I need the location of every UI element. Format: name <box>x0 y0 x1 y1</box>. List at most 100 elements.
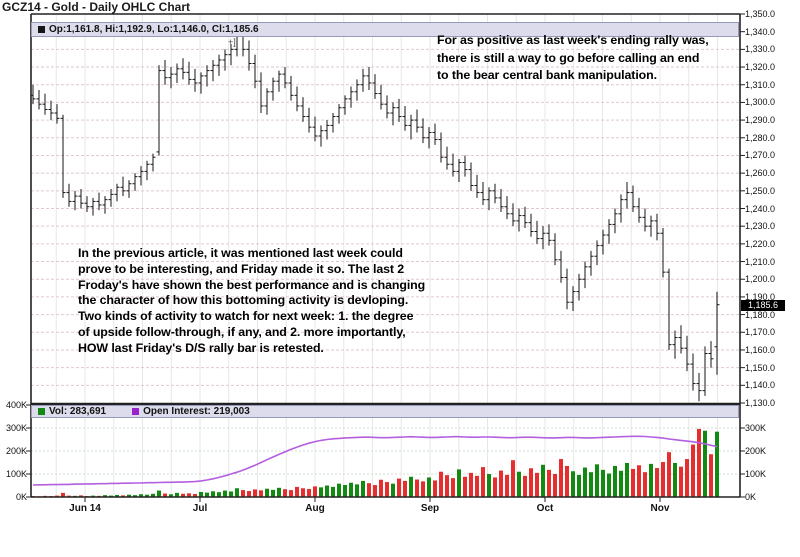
annotation-line: For as positive as last week's ending ra… <box>437 33 709 47</box>
volume-bar <box>163 493 167 497</box>
volume-bar <box>331 486 335 497</box>
volume-bar <box>493 477 497 497</box>
volume-bar <box>265 488 269 497</box>
volume-bar <box>511 460 515 497</box>
volume-bar <box>283 489 287 497</box>
volume-bar <box>187 493 191 497</box>
volume-bar <box>625 462 629 497</box>
annotation-line: Froday's have shown the best performance… <box>78 277 426 292</box>
volume-bar <box>103 495 107 497</box>
volume-bar <box>691 444 695 497</box>
volume-bar <box>637 465 641 497</box>
volume-bar <box>373 485 377 497</box>
volume-bar <box>223 490 227 497</box>
volume-bar <box>679 466 683 497</box>
chart-cursor-artifact: +] <box>228 37 236 47</box>
volume-bar <box>133 495 137 497</box>
volume-bar <box>463 476 467 497</box>
volume-bar <box>139 494 143 497</box>
chart-title: GCZ14 - Gold - Daily OHLC Chart <box>2 0 191 14</box>
volume-bar <box>355 484 359 497</box>
annotation-line: to the bear central bank manipulation. <box>437 68 657 82</box>
annotation-line: HOW last Friday's D/S rally bar is retes… <box>78 340 324 355</box>
annotation-mid-left: In the previous article, it was mentione… <box>78 246 425 357</box>
volume-bar <box>313 486 317 497</box>
volume-bar <box>361 480 365 497</box>
volume-bar <box>487 474 491 497</box>
volume-bar <box>289 490 293 497</box>
volume-bar <box>145 494 149 497</box>
volume-bar <box>199 491 203 497</box>
volume-bar <box>661 462 665 497</box>
volume-bar <box>649 463 653 497</box>
volume-bar <box>559 459 563 497</box>
volume-bar <box>589 472 593 497</box>
volume-bar <box>379 479 383 497</box>
volume-bar <box>151 493 155 497</box>
annotation-line: there is still a way to go before callin… <box>437 50 700 65</box>
volume-bar <box>703 430 707 497</box>
volume-bar <box>535 472 539 497</box>
ohlc-legend-swatch <box>38 26 45 33</box>
open-interest-legend-swatch <box>132 408 140 415</box>
volume-bar <box>445 475 449 497</box>
volume-bar <box>643 472 647 497</box>
volume-legend-text: Vol: 283,691 <box>49 406 107 417</box>
last-price-badge: 1,185.6 <box>741 300 785 311</box>
volume-bar <box>523 475 527 497</box>
volume-bar <box>121 495 125 497</box>
volume-bar <box>709 454 713 497</box>
volume-bar <box>343 485 347 497</box>
annotation-line: the character of how this bottoming acti… <box>78 293 409 308</box>
volume-bar <box>79 495 83 497</box>
volume-bar <box>439 471 443 497</box>
volume-bar <box>259 490 263 497</box>
open-interest-legend-text: Open Interest: 219,003 <box>143 406 250 417</box>
volume-bar <box>667 452 671 497</box>
volume-bar <box>277 487 281 497</box>
volume-bar <box>607 473 611 497</box>
volume-bar <box>319 487 323 497</box>
volume-bar <box>433 480 437 497</box>
volume-bar <box>685 459 689 497</box>
volume-bar <box>175 492 179 497</box>
volume-bar <box>505 474 509 497</box>
volume-bar <box>655 468 659 497</box>
volume-bar <box>481 467 485 497</box>
volume-bar <box>469 472 473 497</box>
volume-bar <box>619 470 623 497</box>
volume-bar <box>157 490 161 497</box>
volume-bar <box>475 475 479 497</box>
ohlc-legend-text: Op:1,161.8, Hi:1,192.9, Lo:1,146.0, Cl:1… <box>49 24 259 35</box>
annotation-top-right: For as positive as last week's ending ra… <box>437 32 709 85</box>
volume-bar <box>571 471 575 497</box>
volume-bar <box>697 428 701 497</box>
volume-bar <box>169 494 173 497</box>
volume-bar <box>715 431 719 497</box>
volume-bar <box>565 465 569 497</box>
volume-legend-strip: Vol: 283,691 Open Interest: 219,003 <box>31 405 739 418</box>
volume-bar <box>409 476 413 497</box>
volume-bar <box>391 483 395 497</box>
volume-bar <box>673 462 677 497</box>
volume-bar <box>229 491 233 497</box>
volume-bar <box>349 482 353 497</box>
volume-bar <box>271 489 275 497</box>
volume-bar <box>415 479 419 497</box>
annotation-line: of upside follow-through, if any, and 2.… <box>78 324 406 339</box>
volume-bar <box>307 488 311 497</box>
volume-bar <box>457 469 461 497</box>
volume-bar <box>397 478 401 497</box>
volume-bar <box>127 494 131 497</box>
volume-bar <box>253 489 257 497</box>
volume-bar <box>529 468 533 497</box>
price-legend-strip: Op:1,161.8, Hi:1,192.9, Lo:1,146.0, Cl:1… <box>31 22 739 37</box>
volume-bar <box>235 488 239 497</box>
volume-bar <box>403 480 407 497</box>
volume-bar <box>325 485 329 497</box>
volume-bar <box>421 481 425 497</box>
volume-bar <box>577 474 581 497</box>
volume-bar <box>427 477 431 497</box>
volume-bar <box>241 490 245 497</box>
